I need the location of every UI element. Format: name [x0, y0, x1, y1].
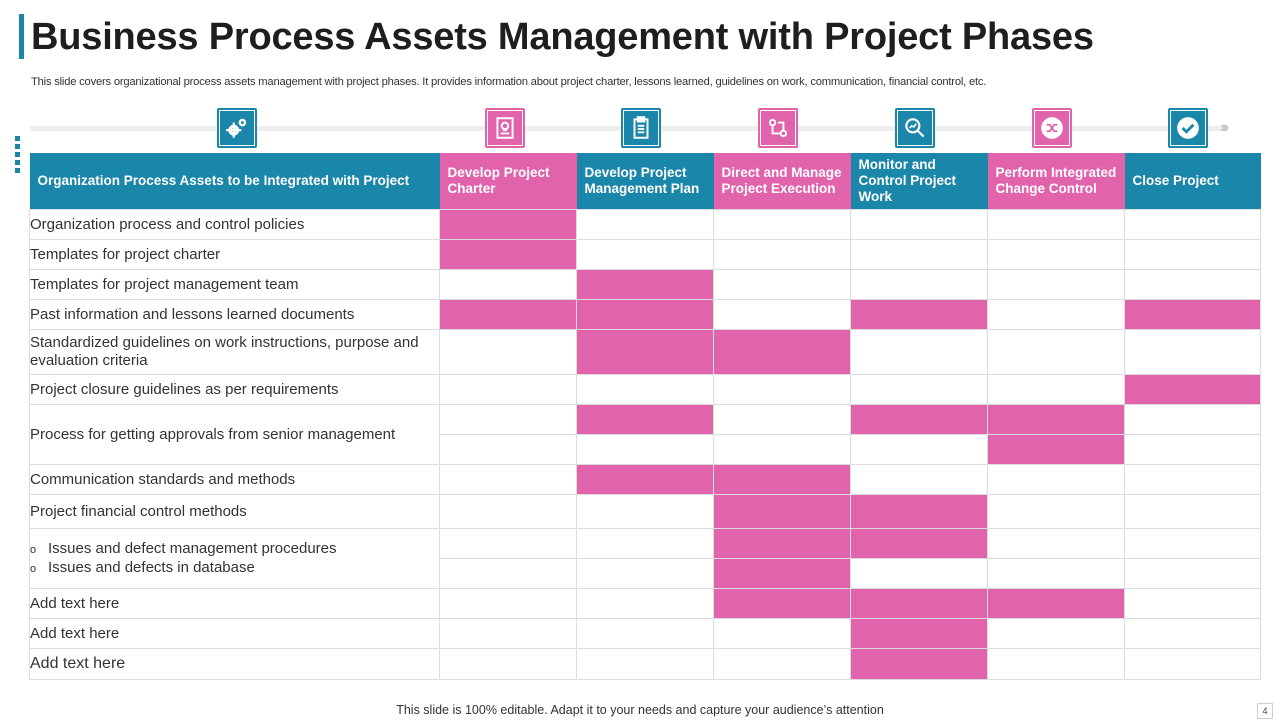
table-row: Past information and lessons learned doc…	[29, 299, 1261, 330]
row-label: Templates for project management team	[29, 269, 440, 300]
bullet-text: Issues and defect management procedures	[48, 539, 337, 557]
table-row: Templates for project management team	[29, 269, 1261, 300]
shuffle-icon	[1032, 108, 1072, 148]
mark-cell	[850, 494, 988, 529]
row-label: o Issues and defect management procedures…	[29, 528, 440, 589]
mark-cell	[1124, 299, 1261, 330]
mark-cell	[576, 329, 714, 375]
page-number: 4	[1257, 703, 1273, 719]
row-label: Past information and lessons learned doc…	[29, 299, 440, 330]
row-label: Add text here	[29, 648, 440, 680]
row-label: Process for getting approvals from senio…	[29, 404, 440, 465]
row-label: Communication standards and methods	[29, 464, 440, 495]
row-label: Organization process and control policie…	[29, 209, 440, 240]
mark-cell	[576, 269, 714, 300]
header-phase-close: Close Project	[1124, 153, 1261, 210]
row-label: Templates for project charter	[29, 239, 440, 270]
table-row: Process for getting approvals from senio…	[29, 404, 1261, 465]
mark-cell	[850, 299, 988, 330]
process-assets-matrix: Organization Process Assets to be Integr…	[29, 153, 1261, 680]
mark-cell	[439, 299, 577, 330]
row-label: Add text here	[29, 618, 440, 649]
mark-cell	[439, 239, 577, 270]
table-row: Organization process and control policie…	[29, 209, 1261, 240]
table-row: Communication standards and methods	[29, 464, 1261, 495]
mark-cell	[576, 299, 714, 330]
row-label: Standardized guidelines on work instruct…	[29, 329, 440, 375]
table-row: Project closure guidelines as per requir…	[29, 374, 1261, 405]
mark-cell	[713, 558, 851, 589]
workflow-icon	[758, 108, 798, 148]
mark-cell	[850, 618, 988, 649]
mark-cell	[576, 404, 714, 435]
document-tree-icon	[485, 108, 525, 148]
header-phase-change-control: Perform Integrated Change Control	[987, 153, 1125, 210]
mark-cell	[987, 588, 1125, 619]
mark-cell	[987, 434, 1125, 465]
mark-cell	[713, 464, 851, 495]
header-phase-plan: Develop Project Management Plan	[576, 153, 714, 210]
mark-cell	[713, 528, 851, 559]
header-phase-charter: Develop Project Charter	[439, 153, 577, 210]
footer-note: This slide is 100% editable. Adapt it to…	[396, 703, 884, 717]
table-row: Templates for project charter	[29, 239, 1261, 270]
header-phase-monitor: Monitor and Control Project Work	[850, 153, 988, 210]
mark-cell	[850, 404, 988, 435]
table-row: Add text here	[29, 588, 1261, 619]
mark-cell	[713, 494, 851, 529]
clipboard-icon	[621, 108, 661, 148]
side-decoration	[15, 136, 21, 176]
header-assets: Organization Process Assets to be Integr…	[29, 153, 440, 210]
mark-cell	[1124, 374, 1261, 405]
row-label: Project financial control methods	[29, 494, 440, 529]
bullet-icon: o	[30, 562, 37, 575]
mark-cell	[713, 588, 851, 619]
mark-cell	[850, 648, 988, 680]
mark-cell	[987, 404, 1125, 435]
table-row: Project financial control methods	[29, 494, 1261, 529]
table-row: Add text here	[29, 648, 1261, 680]
mark-cell	[576, 464, 714, 495]
page-title: Business Process Assets Management with …	[31, 16, 1094, 58]
gears-icon	[217, 108, 257, 148]
table-row: Standardized guidelines on work instruct…	[29, 329, 1261, 375]
table-row: Add text here	[29, 618, 1261, 649]
page-subtitle: This slide covers organizational process…	[31, 76, 987, 88]
mark-cell	[850, 588, 988, 619]
mark-cell	[439, 209, 577, 240]
row-label: Add text here	[29, 588, 440, 619]
magnifier-chart-icon	[895, 108, 935, 148]
title-accent-bar	[19, 14, 24, 59]
header-phase-execution: Direct and Manage Project Execution	[713, 153, 851, 210]
row-label: Project closure guidelines as per requir…	[29, 374, 440, 405]
table-row: o Issues and defect management procedures…	[29, 528, 1261, 589]
mark-cell	[713, 329, 851, 375]
mark-cell	[850, 528, 988, 559]
chevrons-icon: ››››	[1220, 119, 1230, 136]
bullet-text: Issues and defects in database	[48, 558, 255, 576]
table-row	[30, 434, 1261, 465]
bullet-icon: o	[30, 543, 37, 556]
checkmark-icon	[1168, 108, 1208, 148]
